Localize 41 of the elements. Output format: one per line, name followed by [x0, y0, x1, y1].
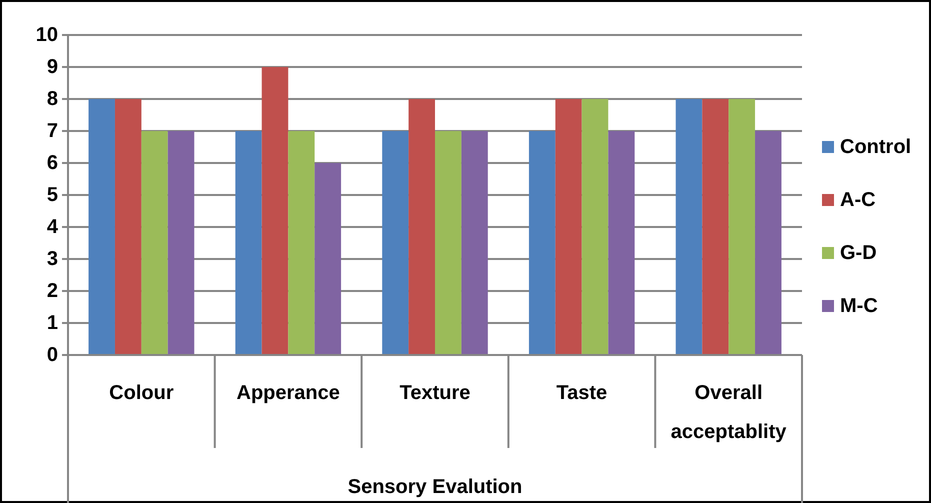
x-tick-label: Colour [109, 382, 174, 404]
y-tick-label: 6 [46, 152, 58, 174]
y-tick-label: 8 [46, 88, 58, 110]
y-tick-label: 2 [46, 280, 58, 302]
y-tick-label: 0 [46, 344, 58, 366]
legend-label: G-D [840, 242, 877, 264]
bar [314, 163, 342, 355]
bar [435, 131, 462, 355]
bar [408, 99, 435, 355]
legend-label: A-C [840, 189, 876, 211]
bar [168, 131, 194, 355]
x-tick-label: Apperance [236, 382, 340, 404]
x-axis-title: Sensory Evalution [348, 476, 522, 498]
bar [262, 67, 288, 355]
x-tick-label: Overall acceptablity [670, 382, 788, 443]
bar [141, 131, 168, 355]
bar [235, 131, 262, 355]
bar [114, 99, 142, 355]
bar [755, 131, 782, 355]
bar [728, 99, 756, 355]
bar [528, 131, 556, 355]
legend-label: M-C [840, 295, 878, 317]
x-tick-label: Texture [400, 382, 470, 404]
bar [555, 99, 582, 355]
y-tick-label: 5 [46, 184, 58, 206]
x-tick-label: Taste [556, 382, 608, 404]
bar [88, 99, 115, 355]
legend-label: Control [840, 136, 912, 158]
y-tick-label: 9 [46, 56, 58, 78]
bar [461, 131, 488, 355]
y-tick-label: 10 [36, 24, 58, 46]
bar [288, 131, 315, 355]
bar [608, 131, 635, 355]
y-tick-label: 7 [46, 120, 58, 142]
bar [382, 131, 409, 355]
y-tick-label: 3 [46, 248, 58, 270]
y-tick-label: 4 [46, 216, 59, 238]
bar [702, 99, 729, 355]
bar [676, 99, 702, 355]
bar [582, 99, 608, 355]
y-tick-label: 1 [46, 312, 58, 334]
